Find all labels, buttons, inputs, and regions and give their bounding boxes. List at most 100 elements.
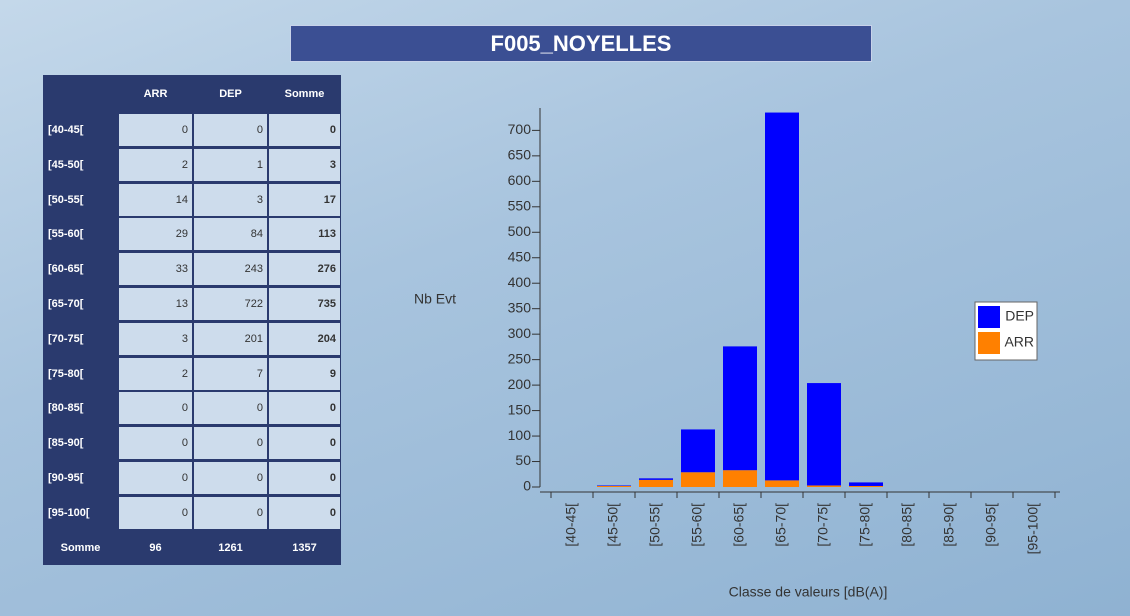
legend-label: ARR xyxy=(1004,334,1034,350)
row-label: [45-50[ xyxy=(48,158,84,171)
bar-segment xyxy=(807,485,841,487)
cell: 0 xyxy=(119,392,192,425)
cell: 0 xyxy=(119,427,192,460)
cell: 7 xyxy=(194,357,267,390)
cell: 0 xyxy=(269,114,340,146)
legend-swatch xyxy=(978,332,1000,354)
x-tick-label: [80-85[ xyxy=(899,503,915,547)
total-cell: 96 xyxy=(149,541,162,554)
column-header: ARR xyxy=(143,88,168,100)
row-label: [50-55[ xyxy=(48,193,84,206)
y-tick-label: 300 xyxy=(508,325,532,341)
x-tick-label: [90-95[ xyxy=(983,503,999,547)
total-cell: 1357 xyxy=(292,541,317,554)
y-tick-label: 600 xyxy=(508,172,532,188)
row-label: [80-85[ xyxy=(48,402,84,415)
bar-segment xyxy=(681,429,715,473)
cell: 3 xyxy=(194,183,267,216)
cell: 0 xyxy=(269,462,340,494)
x-tick-label: [75-80[ xyxy=(857,503,873,547)
bar-segment xyxy=(765,112,799,481)
cell: 2 xyxy=(119,357,192,390)
cell: 14 xyxy=(119,183,192,216)
cell: 0 xyxy=(269,427,340,460)
row-label: [55-60[ xyxy=(48,228,84,241)
bar-segment xyxy=(723,346,757,471)
cell: 0 xyxy=(119,496,192,529)
cell: 0 xyxy=(269,392,340,425)
row-label: [65-70[ xyxy=(48,298,84,310)
y-tick-label: 500 xyxy=(508,223,532,239)
bar-segment xyxy=(639,479,673,487)
bar-segment xyxy=(849,485,883,487)
x-tick-label: [60-65[ xyxy=(731,503,747,547)
y-tick-label: 150 xyxy=(508,401,532,417)
cell: 17 xyxy=(269,183,340,216)
row-label: [70-75[ xyxy=(48,332,84,345)
cell: 0 xyxy=(269,496,340,529)
cell: 3 xyxy=(119,322,192,355)
x-tick-label: [40-45[ xyxy=(563,503,579,547)
cell: 13 xyxy=(119,288,192,320)
row-label: [90-95[ xyxy=(48,472,84,484)
row-label: [95-100[ xyxy=(48,506,90,519)
cell: 0 xyxy=(119,462,192,494)
x-tick-label: [50-55[ xyxy=(647,503,663,547)
cell: 0 xyxy=(194,427,267,460)
y-tick-label: 700 xyxy=(508,121,532,137)
y-tick-label: 250 xyxy=(508,350,532,366)
total-cell: 1261 xyxy=(218,541,243,554)
cell: 9 xyxy=(269,357,340,390)
y-tick-label: 350 xyxy=(508,299,532,315)
bar-segment xyxy=(597,485,631,486)
cell: 1 xyxy=(194,148,267,181)
cell: 33 xyxy=(119,253,192,286)
column-header: Somme xyxy=(284,88,325,100)
x-tick-label: [45-50[ xyxy=(605,503,621,547)
cell: 0 xyxy=(119,114,192,146)
y-tick-label: 400 xyxy=(508,274,532,290)
bar-segment xyxy=(597,485,631,487)
cell: 29 xyxy=(119,218,192,251)
x-tick-label: [85-90[ xyxy=(941,503,957,547)
cell: 243 xyxy=(194,253,267,286)
y-tick-label: 100 xyxy=(508,427,532,443)
legend-label: DEP xyxy=(1005,308,1034,324)
cell: 3 xyxy=(269,148,340,181)
column-header: DEP xyxy=(219,88,242,100)
title: F005_NOYELLES xyxy=(290,25,872,62)
x-tick-label: [55-60[ xyxy=(689,503,705,547)
cell: 722 xyxy=(194,288,267,320)
cell: 0 xyxy=(194,496,267,529)
x-tick-label: [65-70[ xyxy=(773,503,789,547)
row-label: [40-45[ xyxy=(48,124,84,136)
bar-segment xyxy=(849,482,883,486)
bar-segment xyxy=(639,478,673,480)
bar-segment xyxy=(765,480,799,487)
y-tick-label: 650 xyxy=(508,147,532,163)
row-label: [60-65[ xyxy=(48,263,84,276)
y-tick-label: 200 xyxy=(508,376,532,392)
y-tick-label: 450 xyxy=(508,248,532,264)
cell: 204 xyxy=(269,322,340,355)
cell: 0 xyxy=(194,462,267,494)
y-tick-label: 550 xyxy=(508,198,532,214)
x-tick-label: [70-75[ xyxy=(815,503,831,547)
bar-segment xyxy=(681,472,715,487)
y-tick-label: 50 xyxy=(515,452,531,468)
x-tick-label: [95-100[ xyxy=(1025,503,1041,554)
row-label: [75-80[ xyxy=(48,367,84,380)
y-axis-label: Nb Evt xyxy=(414,291,456,307)
row-label: [85-90[ xyxy=(48,437,84,450)
legend-swatch xyxy=(978,306,1000,328)
cell: 0 xyxy=(194,392,267,425)
cell: 201 xyxy=(194,322,267,355)
table: ARR DEP Somme [40-45[0 0 0 [45-50[2 1 3 [50-55[14… xyxy=(43,75,341,565)
y-tick-label: 0 xyxy=(523,478,531,494)
cell: 2 xyxy=(119,148,192,181)
cell: 276 xyxy=(269,253,340,286)
total-label: Somme xyxy=(60,541,101,554)
x-axis-label: Classe de valeurs [dB(A)] xyxy=(729,584,888,600)
